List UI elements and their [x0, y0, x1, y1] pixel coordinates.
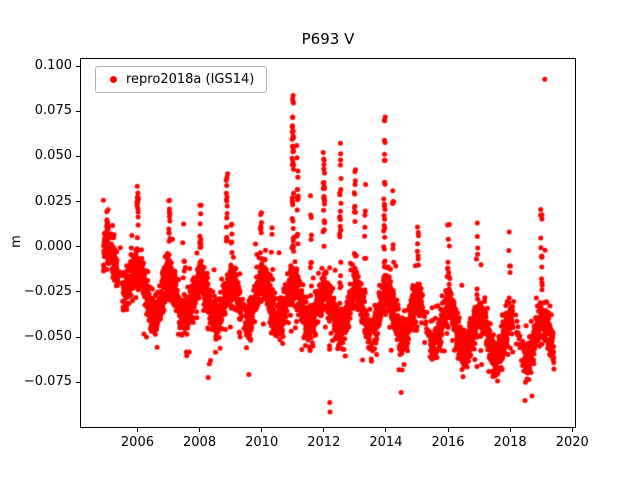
x-tick-label: 2020 [555, 435, 589, 450]
y-tick-mark [76, 155, 80, 157]
y-tick-mark [76, 291, 80, 293]
legend: repro2018a (IGS14) [95, 66, 268, 93]
y-tick-label: 0.025 [34, 193, 72, 209]
scatter-points-canvas [81, 59, 575, 427]
x-tick-label: 2016 [431, 435, 465, 450]
x-tick-mark [447, 428, 449, 432]
y-tick-label: −0.025 [23, 283, 72, 299]
y-tick-label: 0.000 [34, 238, 72, 254]
y-tick-mark [76, 336, 80, 338]
y-tick-mark [76, 65, 80, 67]
y-tick-label: 0.050 [34, 148, 72, 164]
x-tick-label: 2006 [120, 435, 154, 450]
y-tick-mark [76, 110, 80, 112]
x-tick-label: 2018 [493, 435, 527, 450]
x-tick-mark [385, 428, 387, 432]
chart-title: P693 V [301, 30, 355, 48]
x-tick-label: 2010 [245, 435, 279, 450]
x-tick-mark [323, 428, 325, 432]
plot-area: repro2018a (IGS14) [80, 58, 576, 428]
y-tick-mark [76, 381, 80, 383]
y-tick-mark [76, 201, 80, 203]
y-tick-label: −0.050 [23, 329, 72, 345]
x-tick-mark [199, 428, 201, 432]
x-tick-mark [261, 428, 263, 432]
legend-marker-dot [110, 76, 117, 83]
y-tick-label: −0.075 [23, 374, 72, 390]
legend-label: repro2018a (IGS14) [126, 72, 255, 87]
x-tick-label: 2012 [307, 435, 341, 450]
y-tick-label: 0.075 [34, 103, 72, 119]
x-tick-label: 2008 [183, 435, 217, 450]
x-tick-mark [136, 428, 138, 432]
x-tick-label: 2014 [369, 435, 403, 450]
y-tick-mark [76, 246, 80, 248]
x-tick-mark [509, 428, 511, 432]
x-tick-mark [571, 428, 573, 432]
y-tick-label: 0.100 [34, 58, 72, 74]
